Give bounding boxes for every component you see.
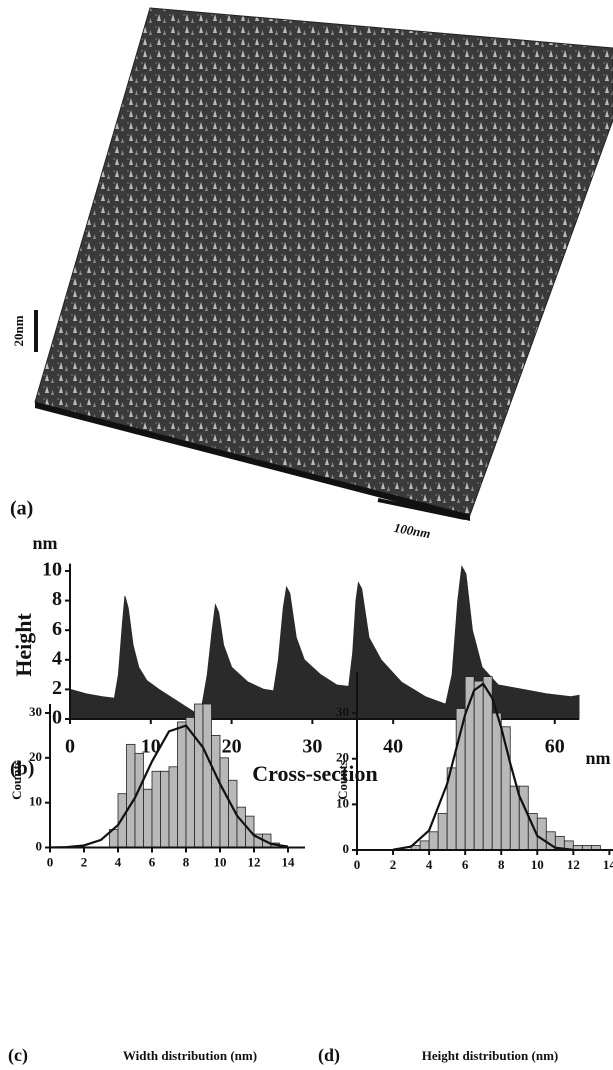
x-axis-label: Cross-section — [252, 761, 377, 786]
x-unit: nm — [585, 748, 610, 768]
x-tick-label: 10 — [214, 854, 227, 869]
x-tick-label: 4 — [115, 854, 122, 869]
y-axis-label: Counts — [9, 760, 24, 800]
x-tick-label: 40 — [383, 736, 403, 758]
y-tick-label: 8 — [52, 588, 62, 610]
bar — [491, 712, 502, 851]
x-tick-label: 20 — [222, 736, 242, 758]
bar — [509, 785, 520, 851]
x-tick-label: 8 — [183, 854, 190, 869]
fit-curve — [392, 682, 574, 851]
bar — [143, 788, 153, 848]
xy-scale-label: 100nm — [393, 520, 432, 541]
afm-image — [34, 7, 613, 521]
y-tick-label: 20 — [29, 749, 42, 764]
bar — [482, 676, 493, 851]
bar — [117, 793, 127, 848]
x-tick-label: 6 — [149, 854, 156, 869]
y-tick-label: 6 — [52, 618, 62, 640]
fit-curve — [49, 724, 289, 849]
x-tick-label: 6 — [462, 857, 469, 872]
y-tick-label: 10 — [336, 795, 349, 810]
bar — [219, 757, 229, 848]
x-tick-label: 10 — [141, 736, 161, 758]
x-tick-label: 30 — [302, 736, 322, 758]
bar — [518, 785, 529, 851]
panel-label: (a) — [10, 498, 33, 520]
area — [69, 564, 580, 720]
y-tick-label: 0 — [52, 707, 62, 729]
x-tick-label: 0 — [65, 736, 75, 758]
x-tick-label: 0 — [47, 854, 54, 869]
panel-label: (b) — [10, 758, 34, 780]
bar — [473, 680, 484, 851]
x-tick-label: 12 — [248, 854, 261, 869]
x-axis-label: Height distribution (nm) — [422, 1048, 559, 1063]
x-tick-label: 10 — [531, 857, 544, 872]
bar — [151, 770, 161, 848]
x-tick-label: 12 — [567, 857, 580, 872]
x-tick-label: 0 — [354, 857, 361, 872]
y-tick-label: 10 — [42, 559, 62, 581]
x-tick-label: 2 — [390, 857, 397, 872]
x-tick-label: 60 — [545, 736, 565, 758]
bar — [134, 752, 144, 848]
y-tick-label: 2 — [52, 677, 62, 699]
x-tick-label: 8 — [498, 857, 505, 872]
y-tick-label: 30 — [29, 704, 42, 719]
y-unit: nm — [32, 533, 57, 553]
x-tick-label: 4 — [426, 857, 433, 872]
x-tick-label: 14 — [603, 857, 613, 872]
bar — [160, 770, 170, 848]
bar — [168, 766, 178, 848]
y-axis-label: Height — [11, 613, 36, 677]
bar — [419, 840, 430, 851]
y-tick-label: 0 — [36, 838, 43, 853]
bar — [126, 743, 136, 848]
bar — [211, 734, 221, 848]
panel-label: (d) — [318, 1045, 340, 1066]
y-tick-label: 30 — [336, 704, 349, 719]
bar — [185, 717, 195, 848]
y-tick-label: 10 — [29, 794, 42, 809]
bar — [202, 703, 212, 848]
xy-scale-bar — [377, 498, 466, 520]
bar — [428, 831, 439, 851]
y-axis-label: Counts — [335, 760, 350, 800]
y-tick-label: 0 — [343, 841, 350, 856]
bar — [194, 703, 204, 848]
bar — [236, 806, 246, 848]
y-tick-label: 20 — [336, 750, 349, 765]
bar — [437, 813, 448, 851]
x-tick-label: 14 — [282, 854, 296, 869]
x-tick-label: 2 — [81, 854, 88, 869]
bar — [177, 721, 187, 848]
z-scale-label: 20nm — [11, 315, 26, 346]
y-tick-label: 4 — [52, 647, 62, 669]
bar — [536, 817, 547, 851]
panel-label: (c) — [8, 1045, 28, 1066]
x-axis-label: Width distribution (nm) — [123, 1048, 257, 1063]
